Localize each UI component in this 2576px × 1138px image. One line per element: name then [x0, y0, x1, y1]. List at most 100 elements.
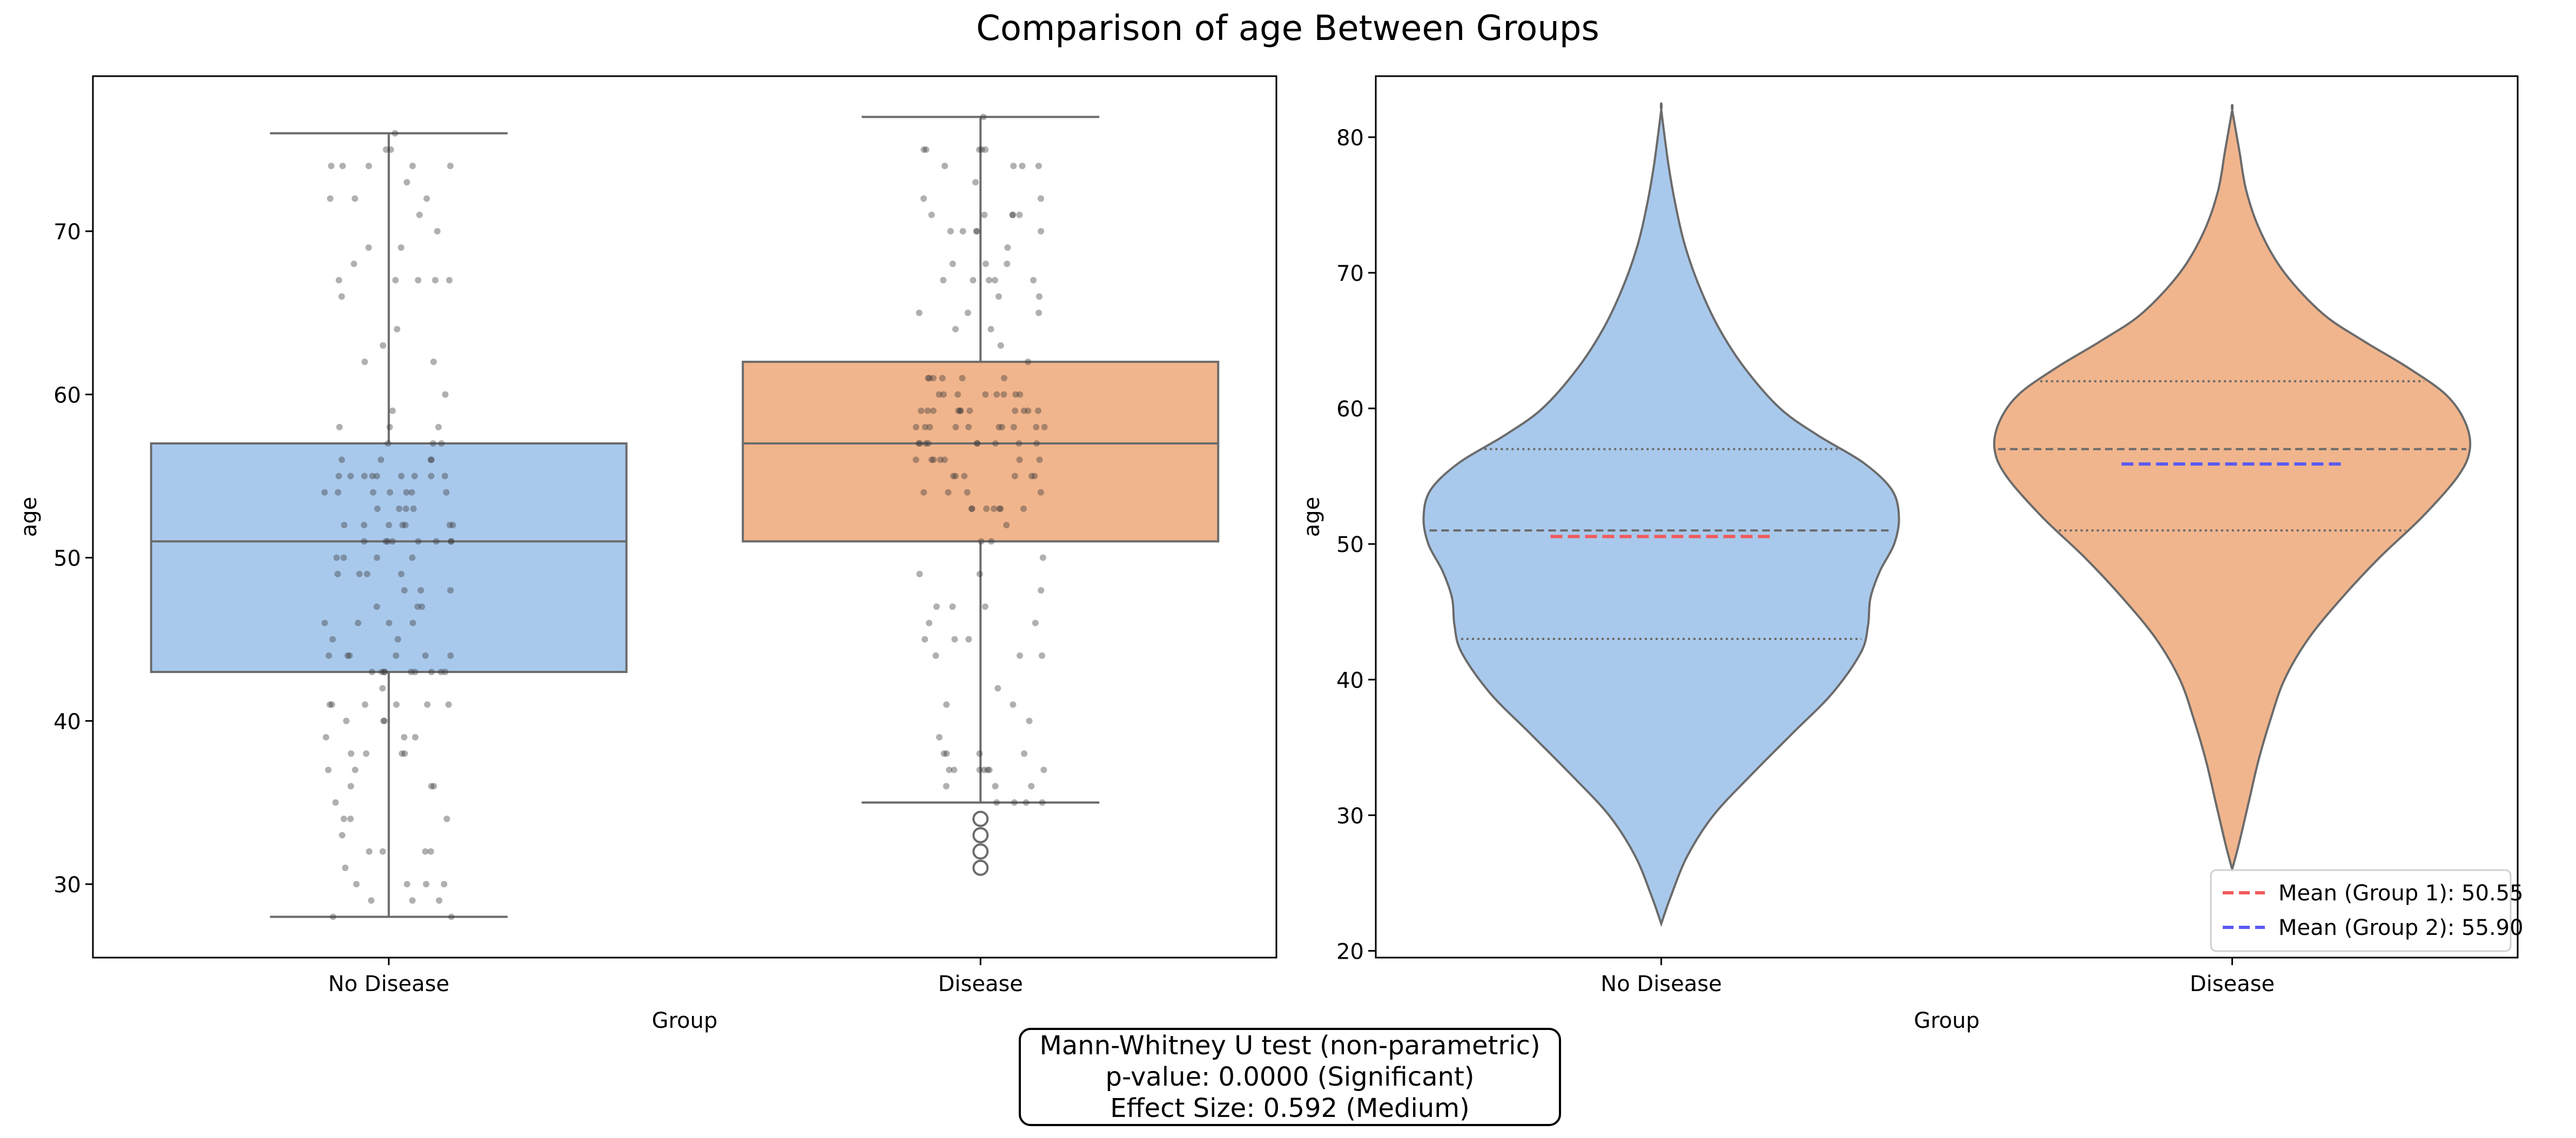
strip-point	[386, 619, 393, 627]
strip-point	[973, 228, 980, 235]
strip-point	[1012, 407, 1019, 414]
strip-point	[1034, 407, 1041, 414]
strip-point	[923, 146, 930, 153]
strip-point	[980, 766, 987, 773]
strip-point	[382, 538, 389, 545]
strip-point	[403, 881, 411, 887]
strip-point	[981, 211, 988, 218]
strip-point	[340, 554, 347, 561]
y-tick-label: 20	[1336, 939, 1364, 964]
strip-point	[922, 636, 929, 643]
strip-point	[424, 701, 431, 708]
strip-point	[930, 407, 937, 414]
strip-point	[912, 423, 919, 430]
strip-point	[415, 538, 422, 545]
strip-point	[1015, 440, 1023, 447]
x-tick-label: No Disease	[328, 972, 449, 996]
strip-point	[1000, 391, 1007, 398]
test-name: Mann-Whitney U test (non-parametric)	[1039, 1031, 1541, 1061]
strip-point	[403, 489, 410, 496]
strip-point	[978, 538, 985, 545]
strip-point	[373, 603, 380, 610]
strip-point	[1030, 277, 1037, 284]
plot-frame	[92, 75, 1277, 959]
strip-point	[325, 766, 332, 773]
strip-point	[338, 456, 345, 463]
strip-point	[925, 440, 932, 447]
strip-point	[395, 505, 402, 512]
strip-point	[433, 538, 440, 545]
strip-point	[920, 489, 927, 496]
strip-point	[951, 766, 958, 773]
strip-point	[361, 473, 368, 480]
strip-point	[1016, 456, 1023, 463]
violin-body	[1422, 102, 1900, 927]
strip-point	[922, 423, 929, 430]
strip-point	[398, 244, 405, 251]
y-tick-label: 80	[1336, 126, 1364, 151]
strip-point	[920, 195, 927, 202]
strip-point	[398, 473, 405, 480]
strip-point	[982, 146, 989, 153]
strip-point	[976, 750, 983, 757]
strip-point	[332, 799, 339, 806]
outlier-point	[972, 859, 989, 876]
strip-point	[322, 734, 329, 740]
strip-point	[343, 717, 350, 724]
strip-point	[941, 456, 948, 463]
strip-point	[961, 473, 968, 480]
strip-point	[373, 554, 380, 561]
strip-point	[1035, 163, 1042, 170]
strip-point	[428, 783, 435, 790]
strip-point	[354, 619, 361, 627]
strip-point	[915, 440, 922, 447]
strip-point	[443, 489, 450, 496]
strip-point	[353, 881, 360, 887]
y-axis-label: age	[1300, 497, 1324, 537]
strip-point	[365, 163, 372, 170]
strip-point	[976, 146, 983, 153]
strip-point	[369, 489, 376, 496]
strip-point	[381, 669, 388, 676]
strip-point	[392, 130, 399, 137]
strip-point	[916, 570, 923, 577]
strip-point	[441, 881, 448, 887]
boxplot-panel: 30 40 50 60 70 No Disease Disease Group age	[17, 75, 1277, 1033]
strip-point	[352, 195, 359, 202]
strip-point	[1038, 587, 1045, 594]
strip-point	[347, 816, 354, 823]
strip-point	[997, 505, 1004, 512]
strip-point	[448, 538, 455, 545]
strip-point	[344, 652, 351, 659]
strip-point	[1001, 375, 1008, 382]
strip-point	[321, 489, 328, 496]
strip-point	[352, 766, 359, 773]
legend-label: Mean (Group 2): 55.90	[2278, 915, 2524, 940]
strip-point	[410, 505, 417, 512]
strip-point	[949, 603, 956, 610]
strip-point	[991, 505, 998, 512]
strip-point	[974, 440, 981, 447]
strip-point	[1011, 799, 1018, 806]
strip-point	[1010, 163, 1017, 170]
strip-point	[356, 570, 363, 577]
strip-point	[972, 179, 979, 186]
strip-point	[966, 407, 973, 414]
strip-point	[368, 897, 375, 904]
strip-point	[342, 864, 349, 871]
strip-point	[1033, 423, 1040, 430]
strip-point	[428, 669, 435, 676]
strip-point	[983, 505, 990, 512]
strip-point	[981, 603, 988, 610]
violin-body	[1993, 104, 2472, 874]
plot-frame	[1375, 75, 2519, 959]
strip-point	[1009, 211, 1016, 218]
box-disease	[742, 116, 1220, 876]
strip-point	[926, 619, 933, 627]
strip-point	[335, 473, 342, 480]
strip-point	[401, 587, 408, 594]
strip-point	[940, 750, 947, 757]
strip-point	[976, 570, 983, 577]
strip-point	[401, 734, 408, 740]
